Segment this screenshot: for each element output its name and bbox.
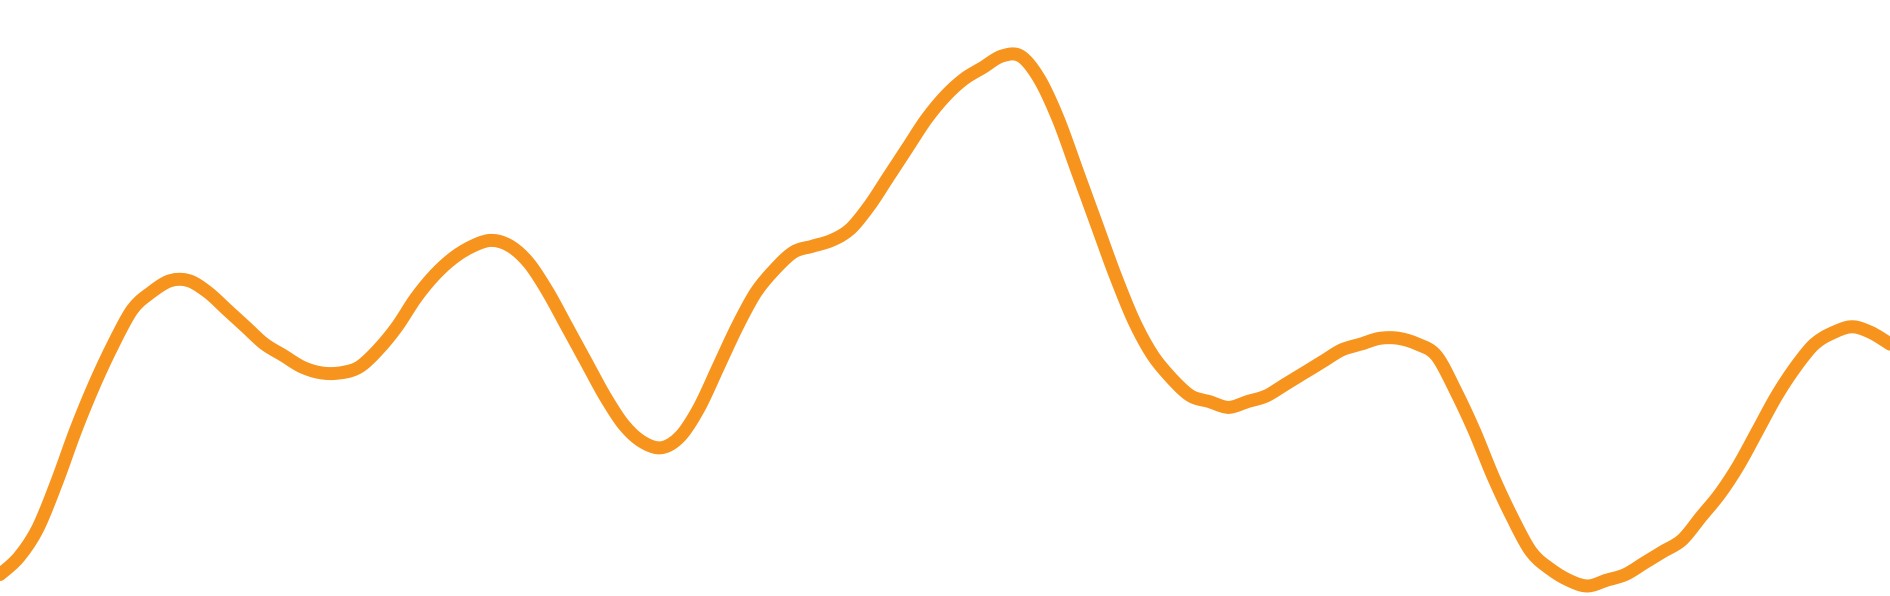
series-line-0 <box>0 47 1890 593</box>
series-layer <box>0 47 1890 593</box>
